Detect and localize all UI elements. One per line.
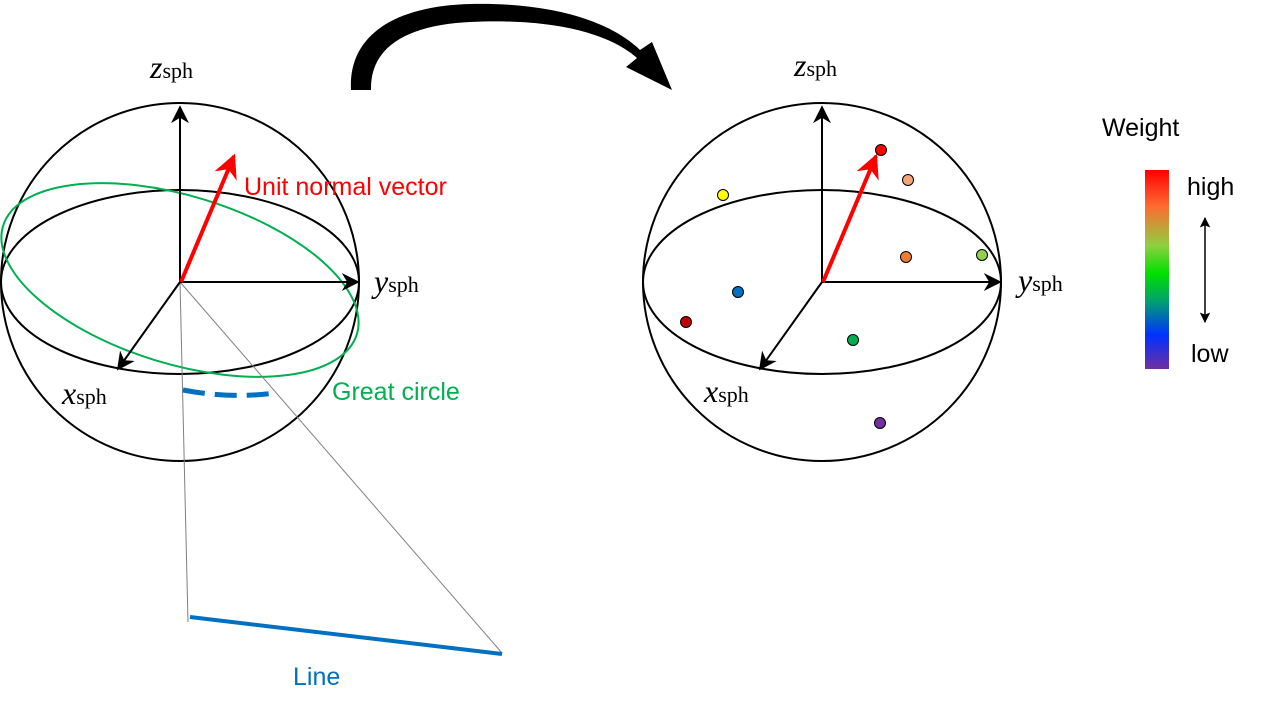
line-label: Line (293, 663, 340, 691)
weight-point (875, 144, 887, 156)
curved-arrow-icon (350, 3, 672, 90)
projection-line-left (179, 281, 189, 623)
great-circle-label: Great circle (332, 378, 460, 406)
legend-low-label: low (1191, 340, 1229, 368)
weight-point (732, 286, 744, 298)
weight-point (900, 251, 912, 263)
left-y-axis-label: ysph (371, 263, 419, 299)
weight-point (847, 334, 859, 346)
left-x-axis-label: xsph (61, 375, 107, 411)
projection-line-right (179, 281, 503, 654)
weight-point (976, 249, 988, 261)
weight-point (680, 316, 692, 328)
weight-point (717, 189, 729, 201)
legend-high-label: high (1187, 173, 1234, 201)
left-sphere: zsph ysph xsph Unit normal vector Great … (0, 49, 503, 691)
x-axis-arrow (116, 281, 181, 371)
weight-colorbar (1145, 170, 1169, 369)
right-x-axis-label: xsph (703, 373, 749, 409)
weight-point (874, 417, 886, 429)
weight-legend: Weight high low (1102, 114, 1234, 369)
left-z-axis-label: zsph (149, 49, 193, 85)
weight-point (902, 174, 914, 186)
great-circle (0, 182, 360, 378)
legend-title: Weight (1102, 114, 1179, 142)
right-y-axis-label: ysph (1015, 262, 1063, 298)
x-axis-arrow (758, 281, 823, 371)
line-segment (189, 615, 503, 656)
right-sphere: zsph ysph xsph (642, 47, 1063, 462)
line-arc-on-sphere (182, 387, 276, 398)
unit-normal-label: Unit normal vector (244, 173, 447, 201)
unit-normal-arrow (821, 153, 879, 283)
unit-normal-arrow (179, 153, 237, 283)
right-z-axis-label: zsph (793, 47, 837, 83)
